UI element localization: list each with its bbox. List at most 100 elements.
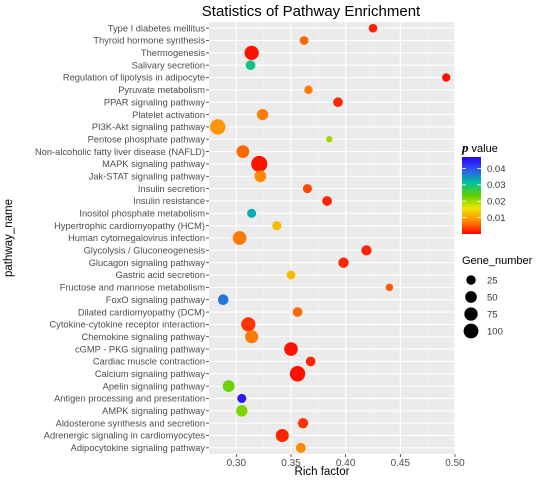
point-calcium-signaling-pathway [289, 366, 306, 382]
pvalue-colorbar [462, 157, 481, 234]
point-adipocytokine-signaling-pathway [295, 442, 306, 453]
y-axis-title: pathway_name [3, 199, 15, 277]
point-human-cytomegalovirus-infection [232, 231, 247, 245]
gene-number-legend-label: 25 [487, 275, 498, 286]
category-label-non-alcoholic-fatty-liver-disease-nafld: Non-alcoholic fatty liver disease (NAFLD… [35, 147, 205, 157]
x-tick-label: 0.40 [336, 458, 356, 469]
pvalue-legend-title: p value [461, 140, 498, 155]
category-label-platelet-activation: Platelet activation [132, 110, 205, 120]
gene-number-legend-label: 50 [487, 292, 498, 303]
category-label-foxo-signaling-pathway: FoxO signaling pathway [106, 295, 206, 305]
point-hypertrophic-cardiomyopathy-hcm [272, 221, 282, 231]
category-label-thyroid-hormone-synthesis: Thyroid hormone synthesis [93, 36, 205, 46]
point-foxo-signaling-pathway [217, 294, 229, 305]
category-label-gastric-acid-secretion: Gastric acid secretion [116, 270, 205, 280]
category-label-thermogenesis: Thermogenesis [141, 48, 205, 58]
category-label-hypertrophic-cardiomyopathy-hcm: Hypertrophic cardiomyopathy (HCM) [54, 221, 205, 231]
point-glucagon-signaling-pathway [338, 257, 349, 268]
gene-number-legend-items: 25 50 75 100 [463, 275, 503, 339]
point-ampk-signaling-pathway [236, 405, 248, 417]
x-tick-label: 0.50 [445, 458, 465, 469]
point-apelin-signaling-pathway [222, 380, 235, 392]
category-label-cgmp-pkg-signaling-pathway: cGMP - PKG signaling pathway [75, 344, 205, 354]
category-label-salivary-secretion: Salivary secretion [132, 60, 205, 70]
point-thermogenesis [244, 45, 259, 60]
data-points [210, 23, 451, 453]
pvalue-colorbar-ticks: 0.01 0.02 0.03 0.04 [462, 164, 506, 224]
point-chemokine-signaling-pathway [245, 330, 259, 344]
point-cgmp-pkg-signaling-pathway [284, 342, 298, 356]
category-label-glucagon-signaling-pathway: Glucagon signaling pathway [89, 258, 206, 268]
gene-number-legend-dot [463, 323, 479, 339]
point-insulin-resistance [322, 196, 332, 206]
point-salivary-secretion [245, 60, 256, 71]
x-tick-label: 0.45 [391, 458, 411, 469]
category-label-cardiac-muscle-contraction: Cardiac muscle contraction [93, 357, 205, 367]
category-label-adrenergic-signaling-in-cardiomyocytes: Adrenergic signaling in cardiomyocytes [44, 431, 206, 441]
x-axis-ticks: 0.30 0.35 0.40 0.45 0.50 [227, 454, 465, 469]
category-label-apelin-signaling-pathway: Apelin signaling pathway [103, 381, 206, 391]
category-label-insulin-secretion: Insulin secretion [138, 184, 205, 194]
point-fructose-and-mannose-metabolism [385, 283, 394, 292]
category-label-pentose-phosphate-pathway: Pentose phosphate pathway [88, 134, 206, 144]
point-ppar-signaling-pathway [333, 97, 343, 108]
point-dilated-cardiomyopathy-dcm [292, 307, 303, 317]
grid-lines [209, 22, 456, 454]
category-label-insulin-resistance: Insulin resistance [133, 196, 205, 206]
point-jak-stat-signaling-pathway [254, 170, 267, 183]
pvalue-legend-title-rest: value [469, 143, 498, 155]
x-tick-label: 0.30 [227, 458, 247, 469]
category-label-fructose-and-mannose-metabolism: Fructose and mannose metabolism [60, 283, 205, 293]
point-insulin-secretion [302, 184, 312, 194]
gene-number-legend-label: 75 [487, 309, 498, 320]
category-label-type-i-diabetes-mellitus: Type I diabetes mellitus [108, 23, 206, 33]
point-aldosterone-synthesis-and-secretion [297, 417, 309, 429]
point-pyruvate-metabolism [304, 85, 313, 95]
point-regulation-of-lipolysis-in-adipocyte [442, 73, 451, 82]
category-label-cytokine-cytokine-receptor-interaction: Cytokine-cytokine receptor interaction [49, 320, 205, 330]
pvalue-legend-title-p: p [461, 140, 469, 155]
category-label-jak-stat-signaling-pathway: Jak-STAT signaling pathway [89, 171, 206, 181]
point-antigen-processing-and-presentation [237, 393, 247, 403]
colorbar-tick-label: 0.01 [487, 213, 506, 224]
point-mapk-signaling-pathway [251, 155, 268, 172]
x-tick-label: 0.35 [281, 458, 301, 469]
gene-number-legend-dot [466, 275, 476, 285]
point-inositol-phosphate-metabolism [247, 208, 257, 218]
point-gastric-acid-secretion [286, 270, 296, 280]
x-axis-title: Rich factor [295, 466, 350, 478]
chart-title: Statistics of Pathway Enrichment [202, 3, 421, 20]
gene-number-legend-dot [465, 291, 477, 303]
category-labels: Type I diabetes mellitus Thyroid hormone … [35, 23, 209, 453]
colorbar-tick-label: 0.03 [487, 180, 506, 191]
category-label-calcium-signaling-pathway: Calcium signaling pathway [95, 369, 205, 379]
category-label-mapk-signaling-pathway: MAPK signaling pathway [102, 159, 205, 169]
category-label-inositol-phosphate-metabolism: Inositol phosphate metabolism [79, 209, 205, 219]
category-label-aldosterone-synthesis-and-secretion: Aldosterone synthesis and secretion [56, 418, 205, 428]
category-label-ampk-signaling-pathway: AMPK signaling pathway [102, 406, 205, 416]
gene-number-legend-title: Gene_number [462, 255, 533, 267]
point-glycolysis-gluconeogenesis [361, 245, 372, 256]
category-label-antigen-processing-and-presentation: Antigen processing and presentation [54, 394, 205, 404]
point-cardiac-muscle-contraction [305, 356, 316, 367]
category-label-regulation-of-lipolysis-in-adipocyte: Regulation of lipolysis in adipocyte [63, 73, 205, 83]
category-label-human-cytomegalovirus-infection: Human cytomegalovirus infection [68, 233, 205, 243]
colorbar-tick-label: 0.02 [487, 197, 506, 208]
pvalue-legend: p value 0.01 0.02 0.03 0.04 [461, 140, 506, 234]
category-label-pi3k-akt-signaling-pathway: PI3K-Akt signaling pathway [92, 122, 206, 132]
category-label-ppar-signaling-pathway: PPAR signaling pathway [104, 97, 205, 107]
gene-number-legend-label: 100 [487, 326, 503, 337]
point-platelet-activation [256, 108, 269, 121]
category-label-adipocytokine-signaling-pathway: Adipocytokine signaling pathway [71, 443, 206, 453]
point-adrenergic-signaling-in-cardiomyocytes [275, 428, 289, 443]
point-type-i-diabetes-mellitus [368, 23, 378, 33]
point-pentose-phosphate-pathway [326, 136, 333, 143]
gene-number-legend-dot [464, 307, 478, 321]
point-thyroid-hormone-synthesis [299, 36, 309, 45]
point-non-alcoholic-fatty-liver-disease-nafld [236, 145, 250, 158]
colorbar-tick-label: 0.04 [487, 164, 506, 175]
category-label-chemokine-signaling-pathway: Chemokine signaling pathway [81, 332, 205, 342]
point-cytokine-cytokine-receptor-interaction [241, 317, 256, 332]
category-label-glycolysis-gluconeogenesis: Glycolysis / Gluconeogenesis [84, 246, 206, 256]
